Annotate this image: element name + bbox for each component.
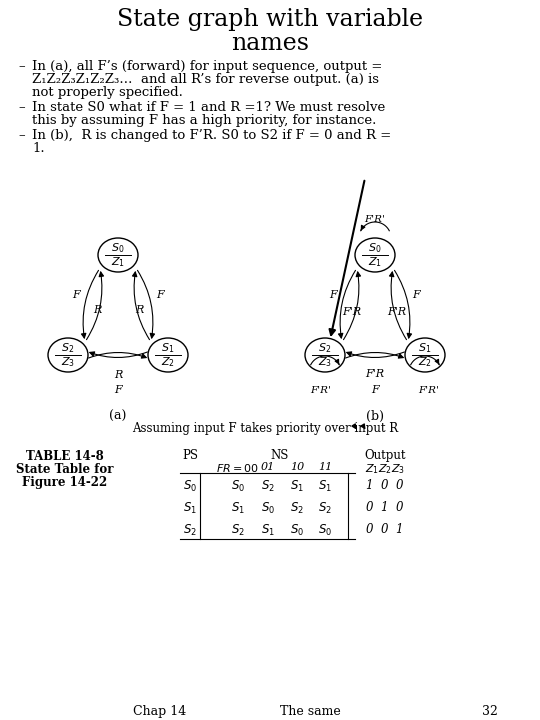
Text: $S_2$: $S_2$: [62, 341, 75, 355]
Text: F: F: [329, 290, 337, 300]
Text: F: F: [371, 385, 379, 395]
Text: 11: 11: [318, 462, 332, 472]
Text: In (a), all F’s (forward) for input sequence, output =: In (a), all F’s (forward) for input sequ…: [32, 60, 382, 73]
Text: State Table for: State Table for: [16, 463, 114, 476]
Text: Output: Output: [364, 449, 406, 462]
Text: Figure 14-22: Figure 14-22: [22, 476, 107, 489]
Text: The same: The same: [280, 705, 340, 718]
Text: F: F: [72, 290, 80, 300]
Text: 01: 01: [261, 462, 275, 472]
Text: State graph with variable: State graph with variable: [117, 8, 423, 31]
Text: –: –: [18, 129, 25, 142]
Text: $S_2$: $S_2$: [318, 501, 332, 516]
Text: In state S0 what if F = 1 and R =1? We must resolve: In state S0 what if F = 1 and R =1? We m…: [32, 101, 385, 114]
Text: R: R: [93, 305, 101, 315]
Text: F'R: F'R: [387, 307, 407, 317]
Text: $S_2$: $S_2$: [319, 341, 332, 355]
Text: (a): (a): [109, 410, 127, 423]
Text: $S_2$: $S_2$: [290, 501, 304, 516]
Text: R: R: [135, 305, 143, 315]
Text: $S_1$: $S_1$: [261, 523, 275, 538]
Text: $S_2$: $S_2$: [183, 523, 197, 538]
Text: $S_0$: $S_0$: [183, 479, 197, 494]
Text: not properly specified.: not properly specified.: [32, 86, 183, 99]
Text: Chap 14: Chap 14: [133, 705, 187, 718]
Text: $Z_2$: $Z_2$: [161, 355, 175, 369]
Text: F'R: F'R: [366, 369, 384, 379]
Text: TABLE 14-8: TABLE 14-8: [26, 450, 104, 463]
Text: $S_0$: $S_0$: [111, 241, 125, 255]
Text: 1.: 1.: [32, 142, 45, 155]
Text: $S_1$: $S_1$: [183, 501, 197, 516]
Text: Assuming input F takes priority over input R: Assuming input F takes priority over inp…: [132, 422, 398, 435]
Text: (b): (b): [366, 410, 384, 423]
Text: $S_1$: $S_1$: [290, 479, 304, 494]
Text: $S_0$: $S_0$: [231, 479, 245, 494]
Text: F: F: [114, 385, 122, 395]
Text: $S_1$: $S_1$: [161, 341, 174, 355]
Text: $Z_1$: $Z_1$: [111, 256, 125, 269]
Text: names: names: [231, 32, 309, 55]
Text: $S_1$: $S_1$: [318, 479, 332, 494]
Text: –: –: [18, 60, 25, 73]
Text: Z₁Z₂Z₃Z₁Z₂Z₃…  and all R’s for reverse output. (a) is: Z₁Z₂Z₃Z₁Z₂Z₃… and all R’s for reverse ou…: [32, 73, 379, 86]
Text: F'R: F'R: [342, 307, 362, 317]
Text: this by assuming F has a high priority, for instance.: this by assuming F has a high priority, …: [32, 114, 376, 127]
Text: 0  1  0: 0 1 0: [366, 501, 404, 514]
Text: $S_1$: $S_1$: [231, 501, 245, 516]
Text: F'R': F'R': [418, 386, 440, 395]
Text: $Z_3$: $Z_3$: [318, 355, 332, 369]
Text: 32: 32: [482, 705, 498, 718]
Text: $FR = 00$: $FR = 00$: [217, 462, 260, 474]
Text: $Z_1$: $Z_1$: [368, 256, 382, 269]
Text: F'R': F'R': [310, 386, 332, 395]
Text: 10: 10: [290, 462, 304, 472]
Text: $S_2$: $S_2$: [231, 523, 245, 538]
Text: $S_1$: $S_1$: [418, 341, 431, 355]
Text: In (b),  R is changed to F’R. S0 to S2 if F = 0 and R =: In (b), R is changed to F’R. S0 to S2 if…: [32, 129, 392, 142]
Text: $Z_3$: $Z_3$: [61, 355, 75, 369]
Text: $S_0$: $S_0$: [318, 523, 332, 538]
Text: $S_0$: $S_0$: [261, 501, 275, 516]
Text: $Z_1Z_2Z_3$: $Z_1Z_2Z_3$: [365, 462, 405, 476]
Text: $S_0$: $S_0$: [368, 241, 382, 255]
Text: $Z_2$: $Z_2$: [418, 355, 432, 369]
Text: 1  0  0: 1 0 0: [366, 479, 404, 492]
Text: R: R: [114, 370, 122, 380]
Text: –: –: [18, 101, 25, 114]
Text: 0  0  1: 0 0 1: [366, 523, 404, 536]
Text: PS: PS: [182, 449, 198, 462]
Text: NS: NS: [271, 449, 289, 462]
Text: F'R': F'R': [364, 215, 386, 224]
Text: $S_2$: $S_2$: [261, 479, 275, 494]
Text: $S_0$: $S_0$: [290, 523, 304, 538]
Text: F: F: [156, 290, 164, 300]
Text: F: F: [412, 290, 420, 300]
